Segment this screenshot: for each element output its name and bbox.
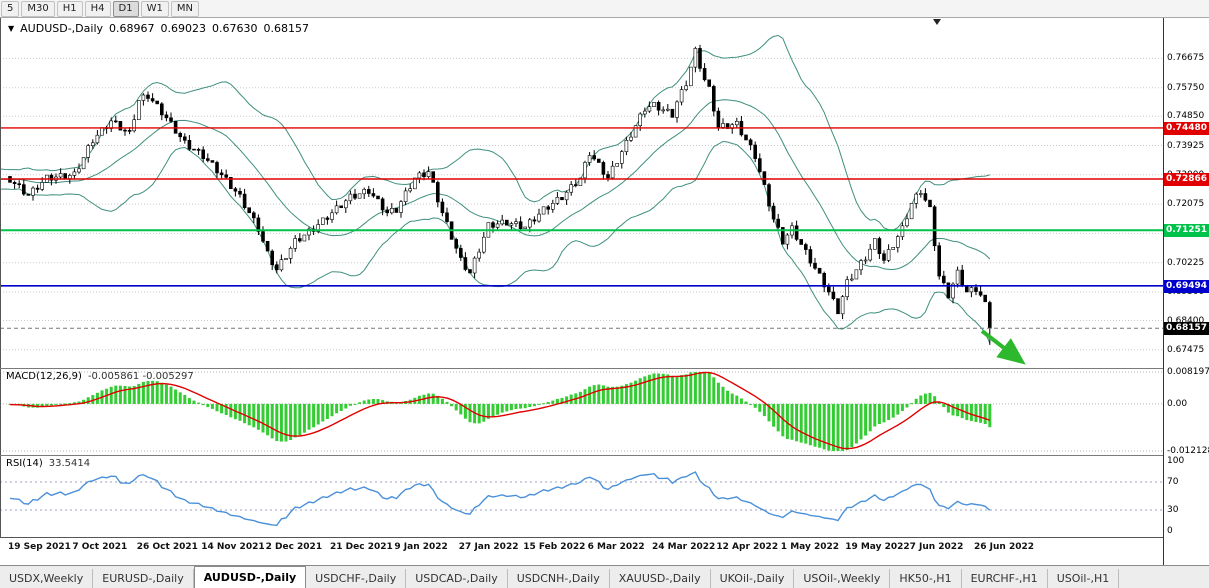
timeframe-button-H4[interactable]: H4	[84, 0, 111, 17]
price-axis-label: 0.76675	[1167, 53, 1205, 64]
rsi-axis-label: 0	[1167, 526, 1173, 536]
rsi-axis-label: 100	[1167, 456, 1185, 466]
bollinger-band	[0, 140, 991, 344]
x-axis-label: 7 Jun 2022	[909, 542, 964, 552]
price-axis-label: 0.74850	[1167, 111, 1205, 122]
symbol-tab-audusd-daily[interactable]: AUDUSD-,Daily	[193, 566, 307, 588]
rsi-panel	[0, 471, 1163, 527]
macd-axis-label: -0.012128	[1167, 446, 1209, 456]
rsi-value: 33.5414	[48, 458, 91, 469]
macd-axis-label: 0.00	[1167, 398, 1188, 409]
symbol-tab-usoil-weekly[interactable]: USOil-,Weekly	[794, 569, 891, 588]
rsi-line	[9, 471, 991, 527]
main-price-panel	[0, 34, 1163, 365]
symbol-tab-ukoil-daily[interactable]: UKOil-,Daily	[710, 569, 795, 588]
symbol-dropdown-icon: ▼	[8, 24, 15, 33]
price-axis-label: 0.70225	[1167, 257, 1205, 268]
macd-axis-label: 0.008197	[1167, 367, 1209, 377]
bollinger-band	[0, 99, 991, 271]
x-axis-label: 19 Sep 2021	[8, 542, 71, 552]
symbol-tab-eurusd-daily[interactable]: EURUSD-,Daily	[93, 569, 194, 588]
chart-symbol-label: AUDUSD-,Daily	[20, 22, 104, 35]
symbol-tab-eurchf-h1[interactable]: EURCHF-,H1	[961, 569, 1048, 588]
symbol-tab-usdchf-daily[interactable]: USDCHF-,Daily	[306, 569, 407, 588]
x-axis-label: 21 Dec 2021	[330, 542, 393, 552]
price-axis-label: 0.73925	[1167, 140, 1205, 151]
price-level-badge: 0.71251	[1164, 224, 1209, 238]
ohlc-close: 0.68157	[263, 22, 310, 35]
timeframe-button-W1[interactable]: W1	[140, 0, 169, 17]
symbol-tab-usdx-weekly[interactable]: USDX,Weekly	[0, 569, 94, 588]
timeframe-button-M30[interactable]: M30	[21, 0, 55, 17]
price-chart[interactable]	[0, 18, 1163, 537]
trend-arrow-annotation	[980, 329, 1026, 365]
ohlc-open: 0.68967	[109, 22, 155, 35]
symbol-tab-usdcad-daily[interactable]: USDCAD-,Daily	[406, 569, 508, 588]
timeframe-button-D1[interactable]: D1	[112, 0, 139, 17]
x-axis-label: 24 Mar 2022	[652, 542, 716, 552]
chart-ohlc-readout: ▼ AUDUSD-,Daily 0.68967 0.69023 0.67630 0.681…	[8, 22, 315, 35]
macd-signal-line	[9, 371, 991, 450]
price-level-badge: 0.69494	[1164, 279, 1209, 293]
timeframe-button-MN[interactable]: MN	[170, 0, 199, 17]
rsi-axis-label: 70	[1167, 477, 1179, 487]
bollinger-band	[0, 34, 990, 231]
macd-name: MACD(12,26,9)	[6, 371, 82, 382]
x-axis-label: 2 Dec 2021	[265, 542, 323, 552]
price-axis-label: 0.68400	[1167, 315, 1205, 326]
macd-values: -0.005861 -0.005297	[87, 371, 194, 382]
x-axis-label: 26 Jun 2022	[974, 542, 1035, 552]
timeframe-button-5[interactable]: 5	[1, 0, 20, 17]
rsi-name: RSI(14)	[6, 458, 43, 469]
x-axis-label: 12 Apr 2022	[716, 542, 779, 552]
rsi-indicator-label: RSI(14) 33.5414	[6, 458, 90, 469]
x-axis-label: 26 Oct 2021	[136, 542, 198, 552]
symbol-tab-usdcnh-daily[interactable]: USDCNH-,Daily	[507, 569, 610, 588]
x-axis-label: 15 Feb 2022	[523, 542, 586, 552]
x-axis-label: 6 Mar 2022	[587, 542, 645, 552]
price-axis-label: 0.75750	[1167, 82, 1205, 93]
x-axis-label: 19 May 2022	[845, 542, 910, 552]
macd-indicator-label: MACD(12,26,9) -0.005861 -0.005297	[6, 371, 194, 382]
timeframe-button-H1[interactable]: H1	[56, 0, 83, 17]
macd-panel	[0, 371, 1163, 452]
price-level-badge: 0.72866	[1164, 173, 1209, 186]
ohlc-high: 0.69023	[160, 22, 207, 35]
x-axis-label: 27 Jan 2022	[458, 542, 519, 552]
price-axis[interactable]: 0.766750.757500.748500.739250.730000.720…	[1163, 18, 1209, 565]
timeframe-toolbar: 5 M30 H1 H4 D1 W1 MN	[0, 0, 1209, 18]
chart-tab-bar: USDX,Weekly EURUSD-,Daily AUDUSD-,Daily USD…	[0, 565, 1209, 588]
chart-shift-marker	[933, 19, 941, 25]
x-axis-label: 7 Oct 2021	[72, 542, 128, 552]
price-level-badge: 0.74480	[1164, 121, 1209, 135]
symbol-tab-xauusd-daily[interactable]: XAUUSD-,Daily	[609, 569, 711, 588]
x-axis-label: 1 May 2022	[780, 542, 839, 552]
x-axis-label: 9 Jan 2022	[394, 542, 448, 552]
x-axis[interactable]: 19 Sep 2021 7 Oct 2021 26 Oct 2021 14 Nov 2…	[0, 537, 1163, 565]
ohlc-low: 0.67630	[212, 22, 258, 35]
rsi-axis-label: 30	[1167, 505, 1179, 515]
price-axis-label: 0.67475	[1167, 344, 1205, 355]
symbol-tab-usoil-h1[interactable]: USOil-,H1	[1047, 569, 1120, 588]
x-axis-label: 14 Nov 2021	[201, 542, 265, 552]
price-axis-label: 0.72075	[1167, 199, 1205, 210]
current-price-badge: 0.68157	[1164, 322, 1209, 336]
symbol-tab-hk50-h1[interactable]: HK50-,H1	[890, 569, 962, 588]
